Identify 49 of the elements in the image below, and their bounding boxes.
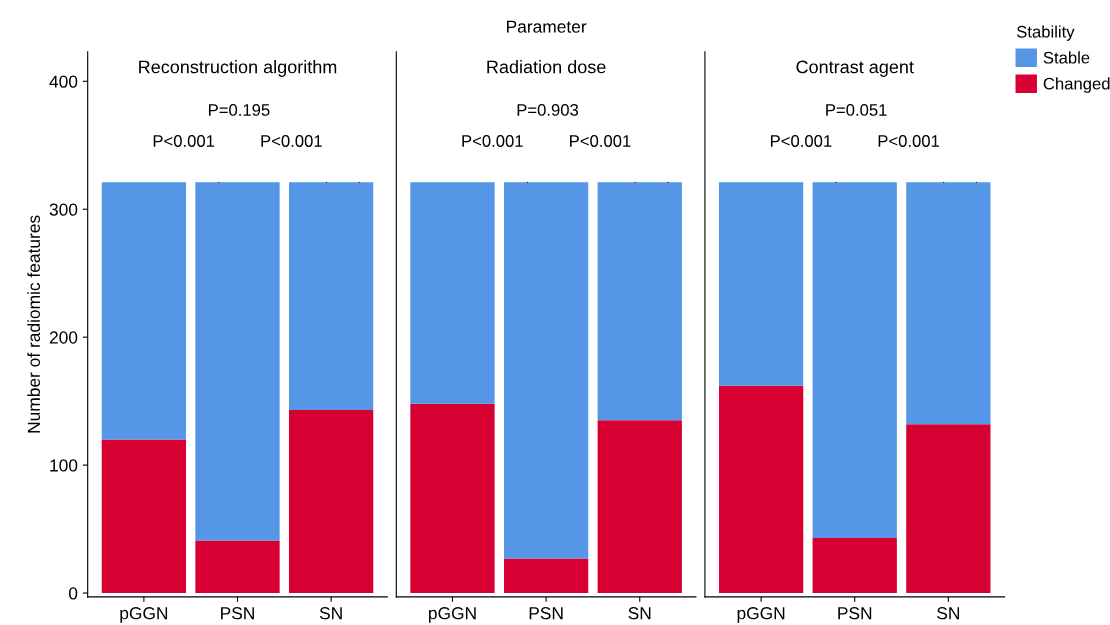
x-tick-label: SN xyxy=(937,607,960,620)
y-tick-label: 0 xyxy=(68,587,78,600)
bar xyxy=(597,182,682,421)
annotation: P<0.001 xyxy=(878,135,940,147)
legend-title: Stability xyxy=(1016,25,1075,41)
bar xyxy=(289,182,374,411)
annotation: P=0.903 xyxy=(517,104,579,116)
annotation: P<0.001 xyxy=(570,135,631,147)
bar xyxy=(195,182,280,541)
bar xyxy=(718,385,804,594)
bar xyxy=(812,538,897,594)
bar xyxy=(503,182,589,559)
y-tick-label: 200 xyxy=(49,331,78,344)
legend-label: Changed xyxy=(1043,77,1110,93)
annotation: P=0.051 xyxy=(826,104,887,116)
text: Parameter xyxy=(507,20,587,33)
annotation: P<0.001 xyxy=(770,135,832,147)
bar xyxy=(906,182,991,425)
legend-label: Stable xyxy=(1043,51,1090,64)
bar xyxy=(503,558,589,594)
bar xyxy=(410,182,495,404)
bar xyxy=(289,410,374,594)
x-tick-label: PSN xyxy=(221,607,254,620)
x-tick-label: pGGN xyxy=(120,607,168,623)
y-tick-label: 300 xyxy=(49,203,78,216)
x-tick-label: pGGN xyxy=(737,607,785,623)
bar xyxy=(195,540,280,594)
x-tick-label: pGGN xyxy=(429,607,476,623)
bar xyxy=(906,424,991,594)
bar xyxy=(101,182,187,440)
chart-title: Reconstruction algorithm xyxy=(139,60,337,77)
chart-title: Contrast agent xyxy=(796,60,914,77)
bar xyxy=(410,403,495,594)
annotation: P<0.001 xyxy=(153,135,215,147)
bar xyxy=(101,439,187,594)
bar xyxy=(597,420,682,594)
annotation: P=0.195 xyxy=(209,104,270,116)
y-tick-label: 100 xyxy=(50,459,78,472)
annotation: P<0.001 xyxy=(462,135,523,147)
chart-title: Radiation dose xyxy=(487,60,606,74)
bar xyxy=(718,182,804,386)
x-tick-label: PSN xyxy=(529,607,563,620)
y-axis-title: Number of radiomic features xyxy=(27,215,41,433)
annotation: P<0.001 xyxy=(261,135,322,147)
bar xyxy=(812,182,897,539)
x-tick-label: SN xyxy=(628,607,651,620)
x-tick-label: PSN xyxy=(838,607,872,620)
x-tick-label: SN xyxy=(319,607,342,620)
y-tick-label: 400 xyxy=(49,75,78,88)
